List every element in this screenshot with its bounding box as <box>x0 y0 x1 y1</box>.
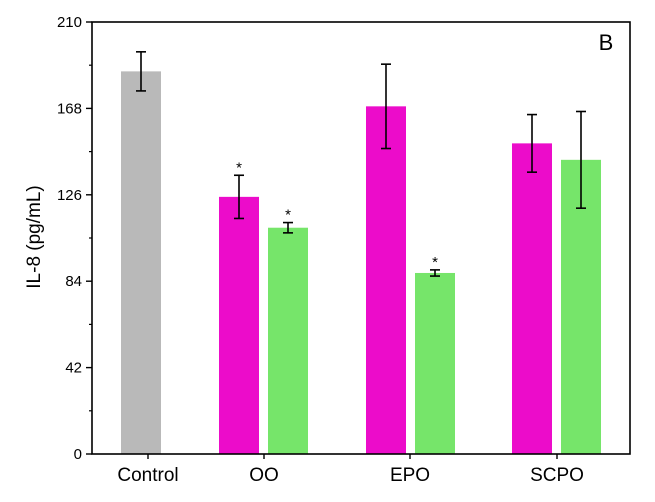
bar-oo-2 <box>268 227 308 454</box>
y-tick-label-3: 126 <box>57 187 82 204</box>
bar-control-0 <box>121 71 161 454</box>
bar-epo-4 <box>415 272 455 454</box>
bars-layer <box>121 71 601 455</box>
x-category-label-scpo: SCPO <box>530 465 584 486</box>
significance-marker-2: * <box>285 207 291 224</box>
error-bar-5 <box>527 113 537 173</box>
error-bars-layer <box>136 51 586 277</box>
x-category-label-epo: EPO <box>390 465 430 486</box>
significance-markers-layer: * * * <box>236 159 438 271</box>
x-category-label-control: Control <box>117 465 178 486</box>
y-tick-label-4: 168 <box>57 100 82 117</box>
bar-scpo-5 <box>512 143 552 454</box>
y-ticks-layer: 0 42 84 126 168 210 <box>57 14 92 463</box>
error-bar-1 <box>234 174 244 220</box>
y-tick-label-5: 210 <box>57 14 82 31</box>
error-bar-3 <box>381 63 391 150</box>
error-bar-2 <box>283 221 293 234</box>
significance-marker-1: * <box>236 159 242 176</box>
bar-oo-1 <box>219 196 259 454</box>
error-bar-6 <box>576 110 586 209</box>
y-tick-label-1: 42 <box>65 360 82 377</box>
y-tick-label-0: 0 <box>74 446 82 463</box>
y-tick-label-2: 84 <box>65 273 82 290</box>
x-category-labels-layer: Control OO EPO SCPO <box>117 454 584 486</box>
panel-label: B <box>599 30 614 55</box>
error-bar-4 <box>430 269 440 277</box>
significance-marker-4: * <box>432 254 438 271</box>
y-axis-title: IL-8 (pg/mL) <box>24 185 45 288</box>
bar-epo-3 <box>366 106 406 454</box>
x-category-label-oo: OO <box>249 465 279 486</box>
error-bar-0 <box>136 51 146 92</box>
